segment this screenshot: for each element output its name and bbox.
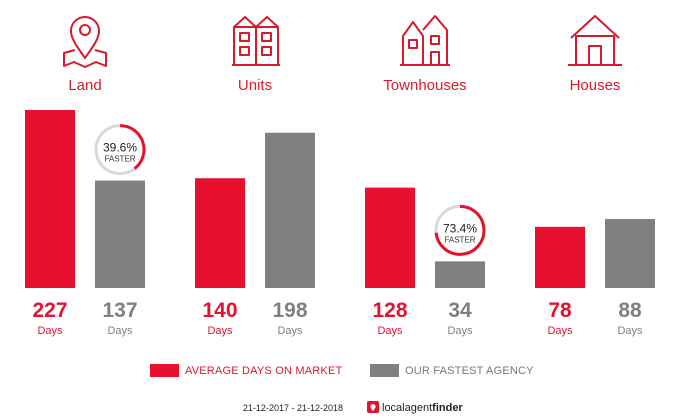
- bar-fastest-land: [95, 180, 145, 288]
- legend-label-average: AVERAGE DAYS ON MARKET: [185, 365, 342, 377]
- map-pin-icon: [63, 16, 107, 68]
- days-unit-label: Days: [207, 325, 233, 337]
- value-label-fastest-townhouses: 34: [448, 299, 472, 322]
- legend-swatch-fastest: [370, 364, 399, 377]
- date-range: 21-12-2017 - 21-12-2018: [243, 403, 343, 413]
- days-unit-label: Days: [617, 325, 643, 337]
- faster-badge-arc: [434, 204, 486, 256]
- bar-fastest-townhouses: [435, 261, 485, 288]
- brand-suffix: finder: [432, 402, 463, 414]
- value-label-fastest-units: 198: [272, 299, 307, 322]
- value-label-average-houses: 78: [548, 299, 572, 322]
- value-label-fastest-land: 137: [102, 299, 137, 322]
- days-unit-label: Days: [447, 325, 473, 337]
- bar-fastest-houses: [605, 218, 655, 288]
- localagentfinder-logo-icon: [367, 401, 379, 413]
- brand-prefix: localagent: [382, 402, 432, 414]
- value-label-fastest-houses: 88: [618, 299, 642, 322]
- category-label-townhouses: Townhouses: [383, 77, 466, 94]
- value-label-average-units: 140: [202, 299, 237, 322]
- faster-badge-percent: 39.6%: [103, 141, 137, 155]
- faster-badge-label: FASTER: [104, 155, 135, 164]
- faster-badge-arc: [119, 124, 146, 170]
- brand-name: localagentfinder: [382, 402, 463, 414]
- faster-badge-townhouses: 73.4%FASTER: [434, 204, 486, 256]
- faster-badge-percent: 73.4%: [443, 221, 477, 235]
- category-label-land: Land: [68, 77, 101, 94]
- value-label-average-townhouses: 128: [372, 299, 407, 322]
- bar-average-houses: [535, 226, 585, 288]
- days-unit-label: Days: [277, 325, 303, 337]
- bar-average-land: [25, 110, 75, 288]
- townhouses-icon: [400, 15, 450, 66]
- legend-label-fastest: OUR FASTEST AGENCY: [405, 365, 534, 377]
- bars-group: [25, 110, 655, 288]
- category-label-units: Units: [238, 77, 272, 94]
- days-unit-label: Days: [547, 325, 573, 337]
- value-label-average-land: 227: [32, 299, 67, 322]
- faster-badge-land: 39.6%FASTER: [94, 124, 146, 176]
- bar-fastest-units: [265, 132, 315, 288]
- bar-average-units: [195, 178, 245, 288]
- days-unit-label: Days: [107, 325, 133, 337]
- bar-average-townhouses: [365, 187, 415, 288]
- faster-badge-label: FASTER: [444, 235, 475, 244]
- value-labels-group: 227 Days 137 Days 140 Days 198 Days 128 Days 34 Day…: [32, 299, 643, 337]
- days-unit-label: Days: [37, 325, 63, 337]
- days-unit-label: Days: [377, 325, 403, 337]
- legend-swatch-average: [150, 364, 179, 377]
- house-icon: [568, 15, 622, 66]
- units-building-icon: [232, 16, 280, 66]
- category-label-houses: Houses: [570, 77, 621, 94]
